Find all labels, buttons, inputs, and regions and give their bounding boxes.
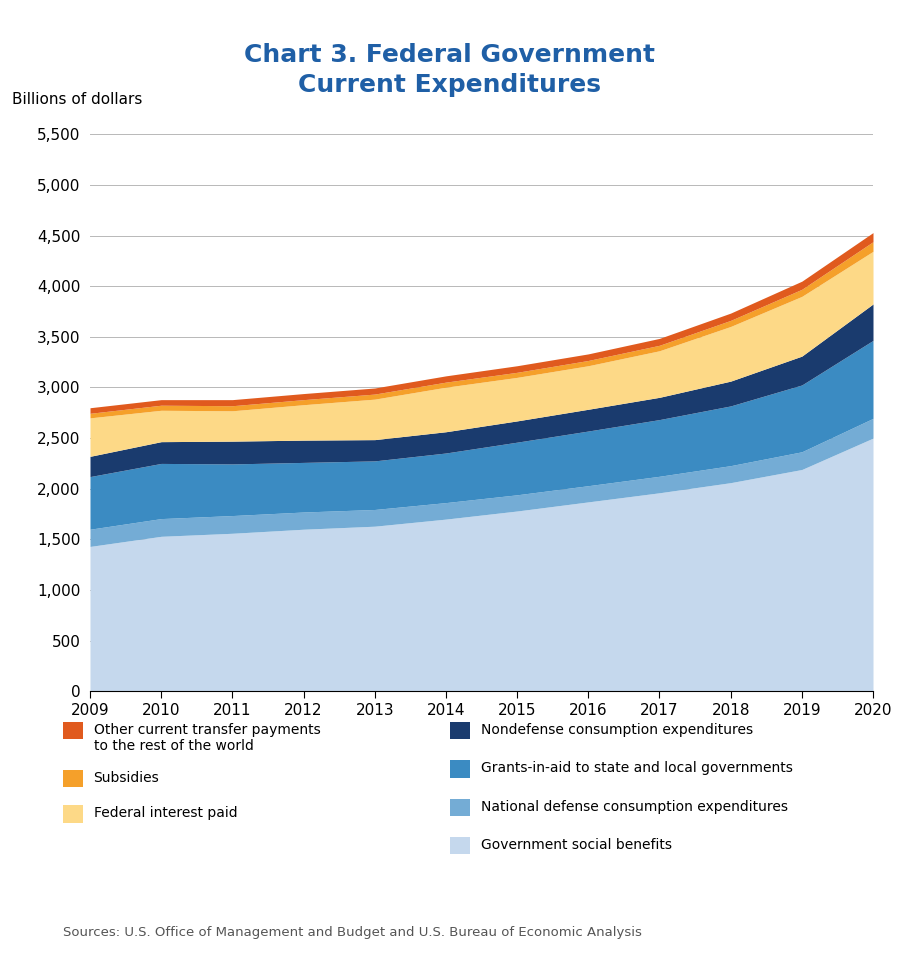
Text: Government social benefits: Government social benefits	[481, 838, 671, 852]
Text: Chart 3. Federal Government
Current Expenditures: Chart 3. Federal Government Current Expe…	[245, 43, 655, 97]
Text: Federal interest paid: Federal interest paid	[94, 806, 238, 821]
Text: Grants-in-aid to state and local governments: Grants-in-aid to state and local governm…	[481, 761, 793, 776]
Text: Billions of dollars: Billions of dollars	[12, 91, 142, 107]
Text: Other current transfer payments
to the rest of the world: Other current transfer payments to the r…	[94, 723, 320, 753]
Text: National defense consumption expenditures: National defense consumption expenditure…	[481, 800, 788, 814]
Text: Sources: U.S. Office of Management and Budget and U.S. Bureau of Economic Analys: Sources: U.S. Office of Management and B…	[63, 925, 642, 939]
Text: Nondefense consumption expenditures: Nondefense consumption expenditures	[481, 723, 752, 737]
Text: Subsidies: Subsidies	[94, 771, 159, 785]
